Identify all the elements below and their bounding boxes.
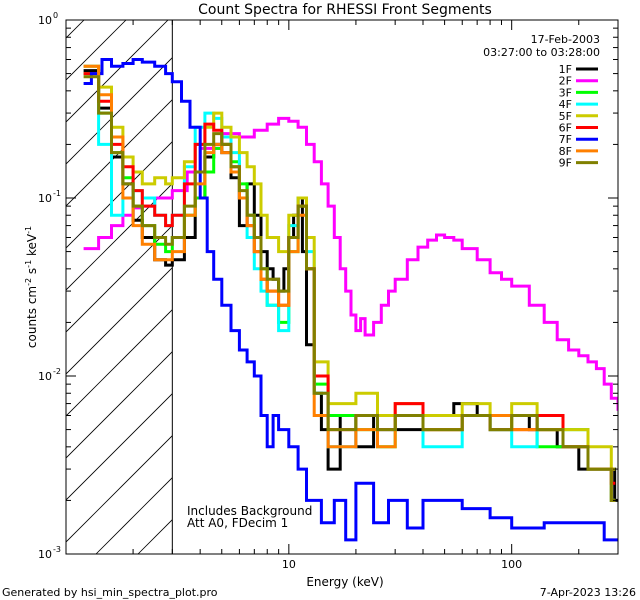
hatched-region (66, 20, 173, 554)
hatch-line (66, 435, 173, 543)
legend-header: 17-Feb-2003 03:27:00 to 03:28:00 (483, 33, 600, 59)
y-tick-exponent: 0 (53, 11, 58, 20)
y-axis-label: counts cm-2 s-1 keV-1 (24, 226, 39, 348)
legend-label-5F: 5F (559, 110, 572, 123)
y-tick-exponent: -3 (53, 545, 61, 554)
legend-label-1F: 1F (559, 63, 572, 76)
legend-label-6F: 6F (559, 122, 572, 135)
hatch-line (66, 351, 173, 459)
legend-label-9F: 9F (559, 157, 572, 170)
hatch-line (66, 183, 173, 291)
series-line-5F (83, 64, 616, 471)
series-line-7F (83, 58, 618, 542)
hatch-line (66, 20, 127, 81)
footer-generated-by: Generated by hsi_min_spectra_plot.pro (2, 586, 218, 599)
hatch-line (66, 20, 169, 123)
y-tick-label: 10 (38, 192, 52, 205)
hatch-fill (66, 20, 173, 554)
chart-title: Count Spectra for RHESSI Front Segments (198, 2, 492, 18)
annotation-attenuator: Att A0, FDecim 1 (187, 516, 288, 530)
legend-label-8F: 8F (559, 145, 572, 158)
hatch-line (66, 393, 173, 501)
y-tick-label: 10 (38, 370, 52, 383)
legend-label-7F: 7F (559, 133, 572, 146)
plot-frame (65, 19, 619, 555)
legend-label-2F: 2F (559, 75, 572, 88)
legend-label-4F: 4F (559, 98, 572, 111)
y-tick-label: 10 (38, 14, 52, 27)
footer-timestamp: 7-Apr-2023 13:26 (540, 586, 636, 599)
x-tick-label: 100 (501, 558, 522, 571)
y-tick-exponent: -1 (53, 189, 61, 198)
hatch-line (66, 225, 173, 333)
legend-label-3F: 3F (559, 86, 572, 99)
x-axis-label: Energy (keV) (306, 575, 383, 589)
legend-time-range: 03:27:00 to 03:28:00 (483, 46, 600, 59)
legend-date: 17-Feb-2003 (531, 33, 600, 46)
x-tick-label: 10 (282, 558, 296, 571)
series-line-9F (83, 75, 616, 502)
annotation-background: Includes Background (187, 504, 312, 518)
y-tick-exponent: -2 (53, 367, 61, 376)
y-tick-label: 10 (38, 548, 52, 561)
